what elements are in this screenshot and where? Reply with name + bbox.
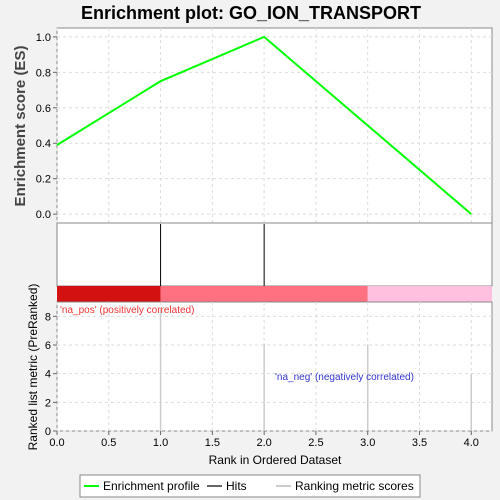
legend-label: Enrichment profile <box>103 479 200 493</box>
metric-tick-label: 4 <box>45 369 51 381</box>
ranking-metric-bars <box>159 309 473 431</box>
metric-tick-label: 8 <box>45 311 51 323</box>
x-tick-label: 0.0 <box>49 437 64 449</box>
chart-title: Enrichment plot: GO_ION_TRANSPORT <box>81 3 421 23</box>
legend-box <box>79 474 421 498</box>
x-axis-label: Rank in Ordered Dataset <box>209 453 342 467</box>
metric-tick-label: 0 <box>45 426 51 438</box>
es-panel <box>56 27 493 224</box>
x-tick-label: 3.5 <box>412 437 427 449</box>
metric-tick-label: 2 <box>45 397 51 409</box>
legend: Enrichment profile Hits Ranking metric sco… <box>79 474 421 498</box>
es-tick-label: 0.2 <box>36 174 51 186</box>
hits-panel <box>56 222 493 287</box>
es-y-axis-label: Enrichment score (ES) <box>12 46 29 207</box>
metric-tick-label: 6 <box>45 340 51 352</box>
es-tick-label: 0.8 <box>36 67 51 79</box>
x-tick-label: 2.5 <box>308 437 323 449</box>
es-tick-label: 0.6 <box>36 103 51 115</box>
es-tick-label: 0.0 <box>36 209 51 221</box>
legend-label: Ranking metric scores <box>295 479 414 493</box>
legend-label: Hits <box>226 479 247 493</box>
enrichment-profile-line <box>56 35 472 215</box>
x-tick-label: 1.0 <box>153 437 168 449</box>
es-y-ticks: 0.0 0.2 0.4 0.6 0.8 1.0 <box>36 32 57 221</box>
x-tick-label: 1.5 <box>205 437 220 449</box>
x-tick-label: 2.0 <box>256 437 271 449</box>
positive-correlation-label: 'na_pos' (positively correlated) <box>60 305 194 316</box>
hit-markers <box>160 224 265 286</box>
x-axis-ticks: 0.0 0.5 1.0 1.5 2.0 2.5 3.0 3.5 4.0 <box>49 431 479 449</box>
x-tick-label: 4.0 <box>464 437 479 449</box>
es-tick-label: 0.4 <box>36 138 51 150</box>
metric-y-axis-label: Ranked list metric (PreRanked) <box>26 284 40 451</box>
color-bar-segment <box>160 286 368 302</box>
ranking-color-bar <box>57 286 492 302</box>
metric-y-ticks: 0 2 4 6 8 <box>45 311 57 438</box>
color-bar-segment <box>57 286 161 302</box>
es-tick-label: 1.0 <box>36 32 51 44</box>
x-tick-label: 0.5 <box>101 437 116 449</box>
x-tick-label: 3.0 <box>360 437 375 449</box>
metric-panel <box>56 301 493 432</box>
negative-correlation-label: 'na_neg' (negatively correlated) <box>275 372 414 383</box>
color-bar-segment <box>367 286 492 302</box>
